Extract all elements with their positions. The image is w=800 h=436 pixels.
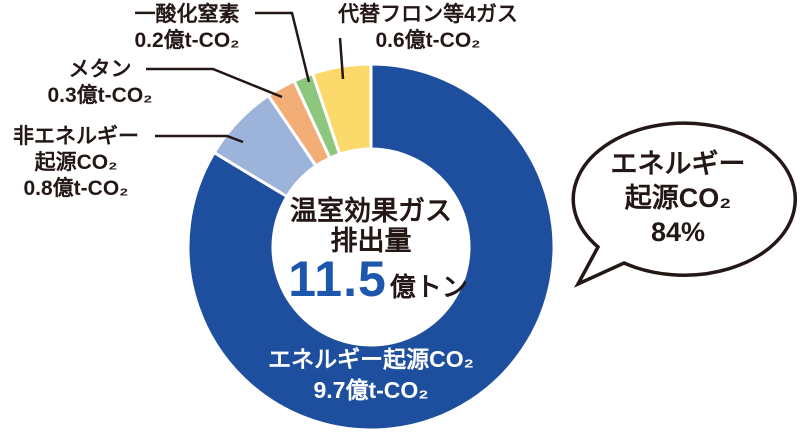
leader-lines bbox=[146, 11, 345, 144]
speech-bubble-line2: 起源CO₂ bbox=[624, 183, 732, 213]
speech-bubble-share: 84% bbox=[650, 217, 706, 247]
label-non-energy-co2: 非エネルギー 起源CO₂ 0.8億t-CO₂ bbox=[13, 124, 139, 202]
total-emissions-value: 11.5 bbox=[288, 251, 387, 307]
label-methane-name: メタン bbox=[68, 58, 132, 81]
label-energy-co2-inner: エネルギー起源CO₂ 9.7億t-CO₂ bbox=[268, 344, 474, 406]
donut-segments bbox=[186, 62, 556, 432]
label-nitrous-oxide: 一酸化窒素 0.2億t-CO₂ bbox=[134, 2, 239, 54]
speech-bubble-line1: エネルギー bbox=[610, 149, 746, 179]
label-energy-co2-name: エネルギー起源CO₂ bbox=[268, 346, 474, 372]
label-methane-value: 0.3億t-CO₂ bbox=[47, 84, 153, 107]
label-nitrous-oxide-value: 0.2億t-CO₂ bbox=[134, 29, 240, 52]
donut-center-total: 11.5 億トン bbox=[288, 252, 468, 306]
center-title-line2: 排出量 bbox=[330, 226, 412, 256]
label-nitrous-oxide-name: 一酸化窒素 bbox=[134, 3, 240, 26]
leader-line-methane bbox=[146, 67, 283, 99]
label-energy-co2-value: 9.7億t-CO₂ bbox=[313, 377, 429, 403]
center-title-line1: 温室効果ガス bbox=[290, 196, 452, 226]
label-hfc-gases-value: 0.6億t-CO₂ bbox=[375, 29, 481, 52]
label-non-energy-value: 0.8億t-CO₂ bbox=[23, 177, 129, 200]
speech-bubble-text: エネルギー 起源CO₂ 84% bbox=[611, 147, 746, 249]
label-non-energy-name-2: 起源CO₂ bbox=[34, 151, 118, 174]
label-non-energy-name-1: 非エネルギー bbox=[13, 125, 139, 148]
total-emissions-unit: 億トン bbox=[389, 272, 468, 302]
leader-line-hfc bbox=[338, 37, 345, 80]
speech-bubble-shape bbox=[571, 121, 797, 288]
label-methane: メタン 0.3億t-CO₂ bbox=[47, 57, 152, 109]
leader-line-nitrous-oxide bbox=[255, 11, 311, 83]
segment-hfc-gases bbox=[311, 62, 373, 156]
donut-center-title: 温室効果ガス 排出量 bbox=[290, 196, 452, 256]
segment-energy-co2 bbox=[186, 62, 556, 432]
label-hfc-gases: 代替フロン等4ガス 0.6億t-CO₂ bbox=[338, 2, 518, 54]
leader-line-non-energy bbox=[155, 134, 244, 144]
label-hfc-gases-name: 代替フロン等4ガス bbox=[338, 3, 518, 26]
